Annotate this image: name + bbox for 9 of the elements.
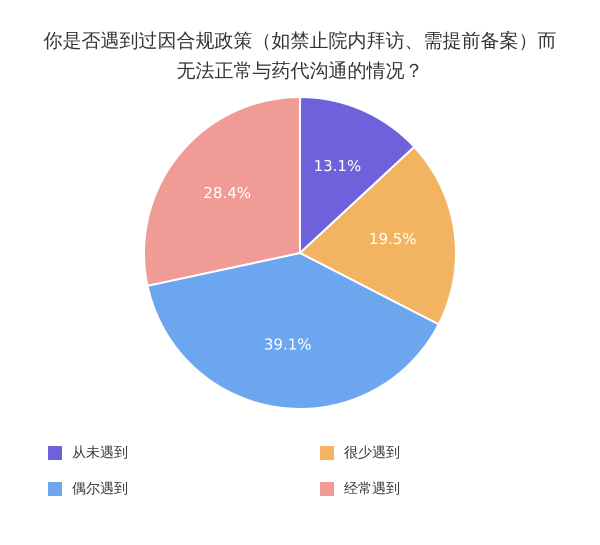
data-label: 19.5%: [368, 230, 417, 248]
data-label: 39.1%: [264, 336, 312, 354]
legend-label: 偶尔遇到: [72, 480, 128, 498]
data-label: 28.4%: [203, 184, 252, 202]
data-label: 13.1%: [314, 157, 362, 176]
chart-title: 你是否遇到过因合规政策（如禁止院内拜访、需提前备案）而无法正常与药代沟通的情况？: [42, 29, 558, 84]
legend-label: 经常遇到: [344, 480, 400, 498]
legend-label: 很少遇到: [344, 444, 400, 462]
legend-label: 从未遇到: [72, 444, 128, 462]
